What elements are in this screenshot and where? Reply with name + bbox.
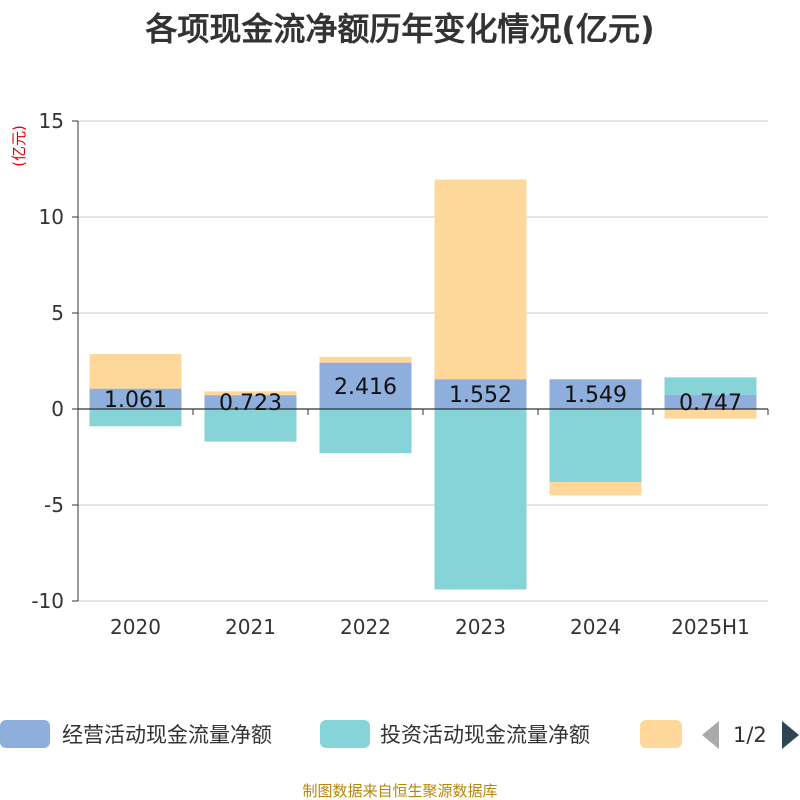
bar-2021-series-0: [204, 395, 297, 409]
bar-2023-series-0: [434, 379, 527, 409]
legend-page-indicator: 1/2: [733, 723, 767, 747]
bar-2023-series-2: [434, 179, 527, 380]
bar-2024-series-0: [549, 379, 642, 409]
y-tick-label: -5: [44, 493, 64, 517]
bar-2020-series-2: [89, 354, 182, 389]
bar-2025H1-series-1: [664, 377, 757, 395]
data-label: 0.723: [219, 391, 282, 416]
x-tick-label: 2022: [340, 615, 391, 639]
bar-2024-series-2: [549, 481, 642, 496]
x-tick-label: 2023: [455, 615, 506, 639]
bar-2025H1-series-2: [664, 409, 757, 419]
legend: 经营活动现金流量净额 投资活动现金流量净额 1/2: [0, 720, 799, 749]
bar-2025H1-series-0: [664, 394, 757, 409]
x-tick-label: 2025H1: [671, 615, 750, 639]
y-tick-label: 15: [39, 109, 64, 133]
bar-2021-series-2: [204, 391, 297, 396]
bar-2024-series-1: [549, 409, 642, 482]
legend-swatch-third-series[interactable]: [640, 720, 682, 748]
source-note: 制图数据来自恒生聚源数据库: [302, 782, 497, 800]
y-axis-unit-label: (亿元): [10, 125, 28, 167]
chart-title: 各项现金流净额历年变化情况(亿元): [145, 10, 655, 48]
x-tick-label: 2024: [570, 615, 621, 639]
y-tick-label: -10: [31, 589, 64, 613]
grid-lines: [78, 120, 768, 602]
data-label: 0.747: [679, 391, 742, 416]
axes: 15 10 5 0 -5 -10 2020 2021 2022 2023 2024 2025H1: [31, 109, 769, 639]
bar-2020-series-0: [89, 388, 182, 409]
bar-2022-series-1: [319, 409, 412, 454]
legend-label-investing[interactable]: 投资活动现金流量净额: [380, 723, 590, 747]
legend-next-page-icon[interactable]: [782, 721, 799, 749]
legend-swatch-investing[interactable]: [320, 720, 370, 748]
legend-label-operating[interactable]: 经营活动现金流量净额: [62, 723, 272, 747]
y-tick-label: 0: [51, 397, 64, 421]
bar-2020-series-1: [89, 409, 182, 427]
data-label: 1.549: [564, 383, 627, 408]
data-label: 1.061: [104, 388, 167, 413]
bar-2023-series-1: [434, 409, 527, 590]
data-label: 2.416: [334, 375, 397, 400]
bar-2022-series-0: [319, 362, 412, 409]
data-label: 1.552: [449, 383, 512, 408]
y-tick-label: 5: [51, 301, 64, 325]
x-tick-label: 2020: [110, 615, 161, 639]
x-tick-label: 2021: [225, 615, 276, 639]
data-labels: 1.061 0.723 2.416 1.552 1.549 0.747: [104, 375, 742, 416]
bars: [89, 179, 757, 590]
y-tick-label: 10: [39, 205, 64, 229]
bar-2021-series-1: [204, 409, 297, 442]
legend-prev-page-icon[interactable]: [702, 721, 719, 749]
bar-2022-series-2: [319, 356, 412, 363]
legend-swatch-operating[interactable]: [0, 720, 50, 748]
